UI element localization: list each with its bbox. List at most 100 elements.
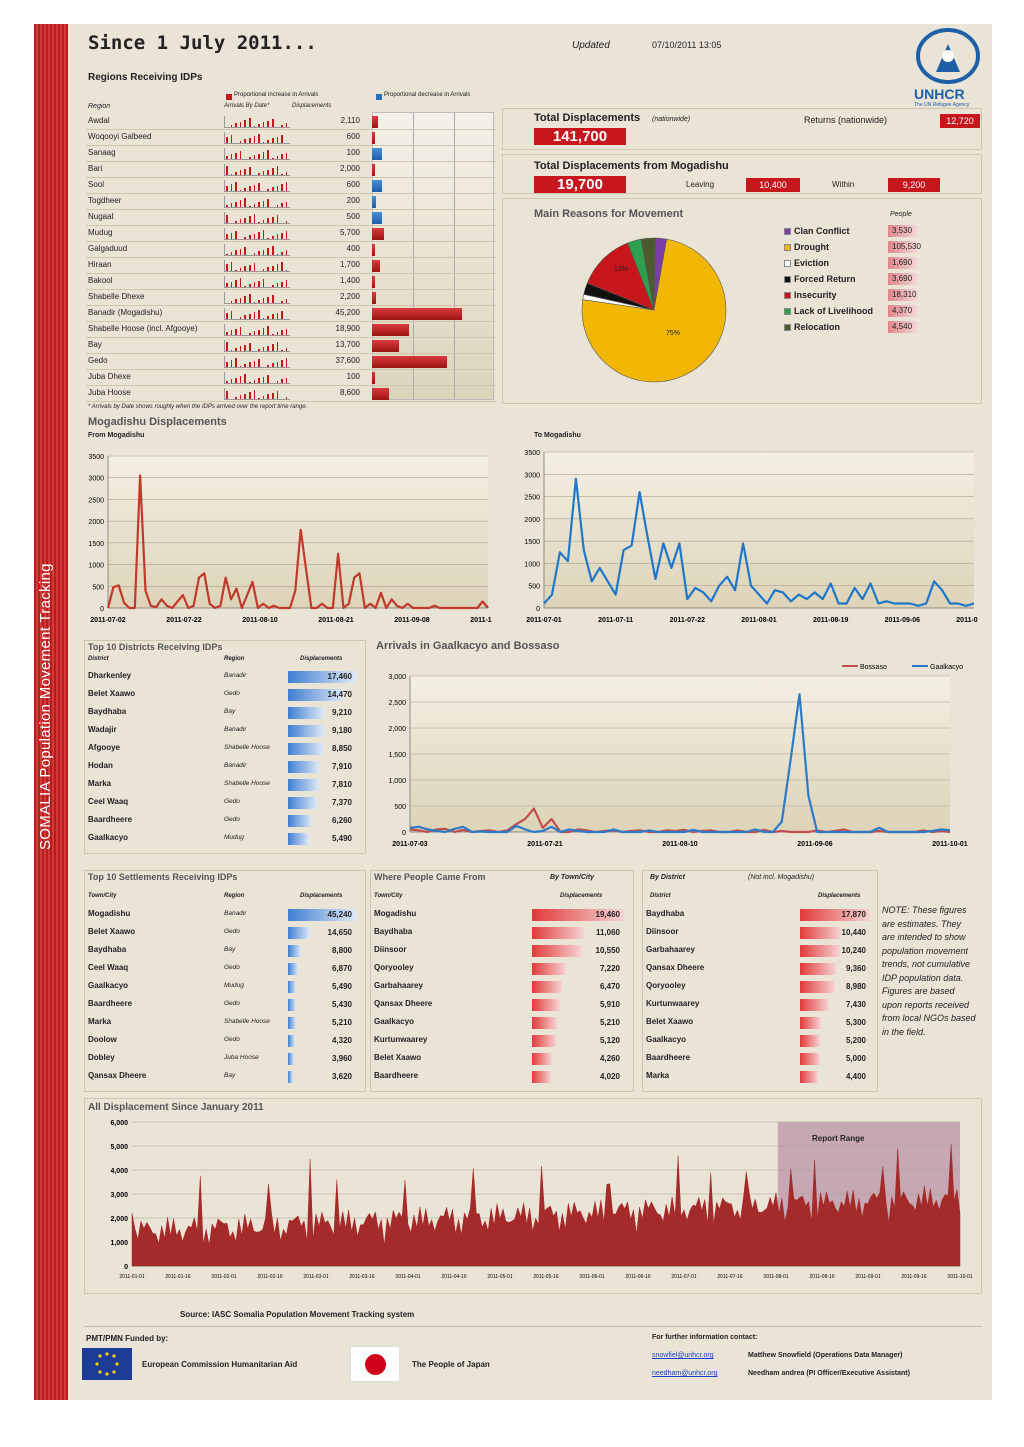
region-value: 18,900 xyxy=(335,324,360,333)
table-row: Baydhaba Bay 8,800 xyxy=(86,942,364,960)
sparkline-bar xyxy=(272,392,274,399)
to-mogadishu-line xyxy=(543,477,975,607)
sparkline-bar xyxy=(249,137,251,143)
region-change-bar xyxy=(372,196,376,208)
sparkline-bar xyxy=(249,362,251,367)
total-value: 141,700 xyxy=(534,128,626,145)
value-bar xyxy=(532,909,624,921)
sparkline-bar xyxy=(276,214,279,223)
sparkline-bar xyxy=(272,158,274,159)
cell-name: Belet Xaawo xyxy=(88,689,136,698)
from-mogadishu-line xyxy=(106,474,489,610)
sparkline-bar xyxy=(249,186,251,191)
cell-value: 4,320 xyxy=(331,1036,352,1045)
email1-link[interactable]: snowfiel@unhcr.org xyxy=(652,1352,714,1359)
cell-region: Banadir xyxy=(224,910,247,917)
cell-name: Garbahaarey xyxy=(646,945,695,954)
displacement-area xyxy=(131,1143,961,1267)
sparkline-bar xyxy=(272,245,274,255)
sparkline-bar xyxy=(253,282,256,287)
cell-name: Hodan xyxy=(88,761,113,770)
x-tick-label: 2011-07-22 xyxy=(166,617,202,624)
legend-blue-label: Proportional decrease in Arrivals xyxy=(384,92,471,98)
sparkline-bar xyxy=(244,266,246,271)
region-row: Mudug 5,700 xyxy=(86,226,496,242)
sparkline-bar xyxy=(281,281,283,287)
region-row: Nugaal 500 xyxy=(86,210,496,226)
region-row: Awdal 2,110 xyxy=(86,114,496,130)
note-text: NOTE: These figures are estimates. They … xyxy=(882,905,976,1037)
legend-item: Clan Conflict 3,530 xyxy=(782,224,972,238)
sparkline-bar xyxy=(281,203,283,207)
sparkline-bar xyxy=(285,181,288,191)
sparkline-bar xyxy=(267,140,269,143)
x-tick-label: 2011-07-03 xyxy=(392,841,428,848)
sparkline-bar xyxy=(226,205,228,207)
region-change-bar xyxy=(372,388,389,400)
region-name: Galgaduud xyxy=(88,244,128,253)
sparkline-bar xyxy=(276,185,279,191)
sparkline-bar xyxy=(226,185,228,191)
region-value: 2,000 xyxy=(339,164,360,173)
sparkline-bar xyxy=(281,154,283,159)
footer-divider xyxy=(84,1326,982,1327)
top-districts-title: Top 10 Districts Receiving IDPs xyxy=(88,642,223,652)
y-tick-label: 0 xyxy=(100,606,104,613)
value-bar xyxy=(800,1017,821,1029)
region-name: Juba Dhexe xyxy=(88,372,131,381)
cell-region: Gedo xyxy=(224,1000,240,1007)
sparkline-bar xyxy=(272,187,274,191)
sparkline-bar xyxy=(272,334,274,335)
value-bar xyxy=(288,761,319,773)
sparkline-bar xyxy=(230,154,233,159)
x-tick-label: 2011-07-16 xyxy=(717,1274,742,1280)
region-row: Woqooyi Galbeed 600 xyxy=(86,130,496,146)
legend-value-bar xyxy=(888,289,918,301)
region-row: Juba Dhexe 100 xyxy=(86,370,496,386)
sparkline-bar xyxy=(276,263,279,271)
sparkline-bar xyxy=(276,381,279,383)
region-name: Gedo xyxy=(88,356,108,365)
cell-region: Gedo xyxy=(224,798,240,805)
x-tick-label: 2011-02-01 xyxy=(211,1274,236,1280)
sparkline-bar xyxy=(249,235,251,239)
y-tick-label: 2,000 xyxy=(388,726,406,733)
all-title: All Displacement Since January 2011 xyxy=(88,1102,264,1113)
cell-value: 4,020 xyxy=(599,1072,620,1081)
region-value: 600 xyxy=(346,132,360,141)
sparkline-bar xyxy=(239,219,242,223)
cell-region: Shabelle Hoose xyxy=(224,744,270,751)
sparkline-bar xyxy=(253,204,256,207)
sparkline-bar xyxy=(244,373,246,383)
x-tick-label: 2011-07-01 xyxy=(526,617,562,624)
sparkline-bar xyxy=(235,299,237,303)
sparkline-bar xyxy=(253,155,256,159)
gaalkacyo-bossaso-chart: 0 500 1,000 1,500 2,000 2,500 3,000 2011-07-03 2… xyxy=(388,664,967,848)
sparkline-bar xyxy=(285,250,288,255)
x-tick-label: 2011-09-06 xyxy=(885,617,921,624)
cell-value: 5,120 xyxy=(599,1036,620,1045)
cell-value: 5,490 xyxy=(331,834,352,843)
legend-label: Gaalkacyo xyxy=(930,664,963,671)
sparkline-bar xyxy=(267,365,269,367)
y-tick-label: 1500 xyxy=(88,541,104,548)
value-bar xyxy=(288,1035,295,1047)
region-name: Woqooyi Galbeed xyxy=(88,132,152,141)
region-row: Sanaag 100 xyxy=(86,146,496,162)
cell-name: Dobley xyxy=(88,1053,115,1062)
total-label: Total Displacements xyxy=(534,112,641,124)
legend-item: Drought 105,530 xyxy=(782,240,972,254)
sparkline-bar xyxy=(281,301,283,303)
cell-name: Ceel Waaq xyxy=(88,963,129,972)
value-bar xyxy=(800,945,840,957)
sparkline-bar xyxy=(235,250,237,255)
sparkline-bar xyxy=(262,376,265,383)
sparkline-bar xyxy=(281,174,283,175)
cell-region: Gedo xyxy=(224,816,240,823)
td-col3: Displacements xyxy=(300,656,343,662)
email2-link[interactable]: needham@unhcr.org xyxy=(652,1370,718,1377)
region-name: Shabelle Dhexe xyxy=(88,292,145,301)
region-value: 45,200 xyxy=(335,308,360,317)
mog-total-value: 19,700 xyxy=(534,176,626,193)
table-row: Afgooye Shabelle Hoose 8,850 xyxy=(86,740,364,758)
